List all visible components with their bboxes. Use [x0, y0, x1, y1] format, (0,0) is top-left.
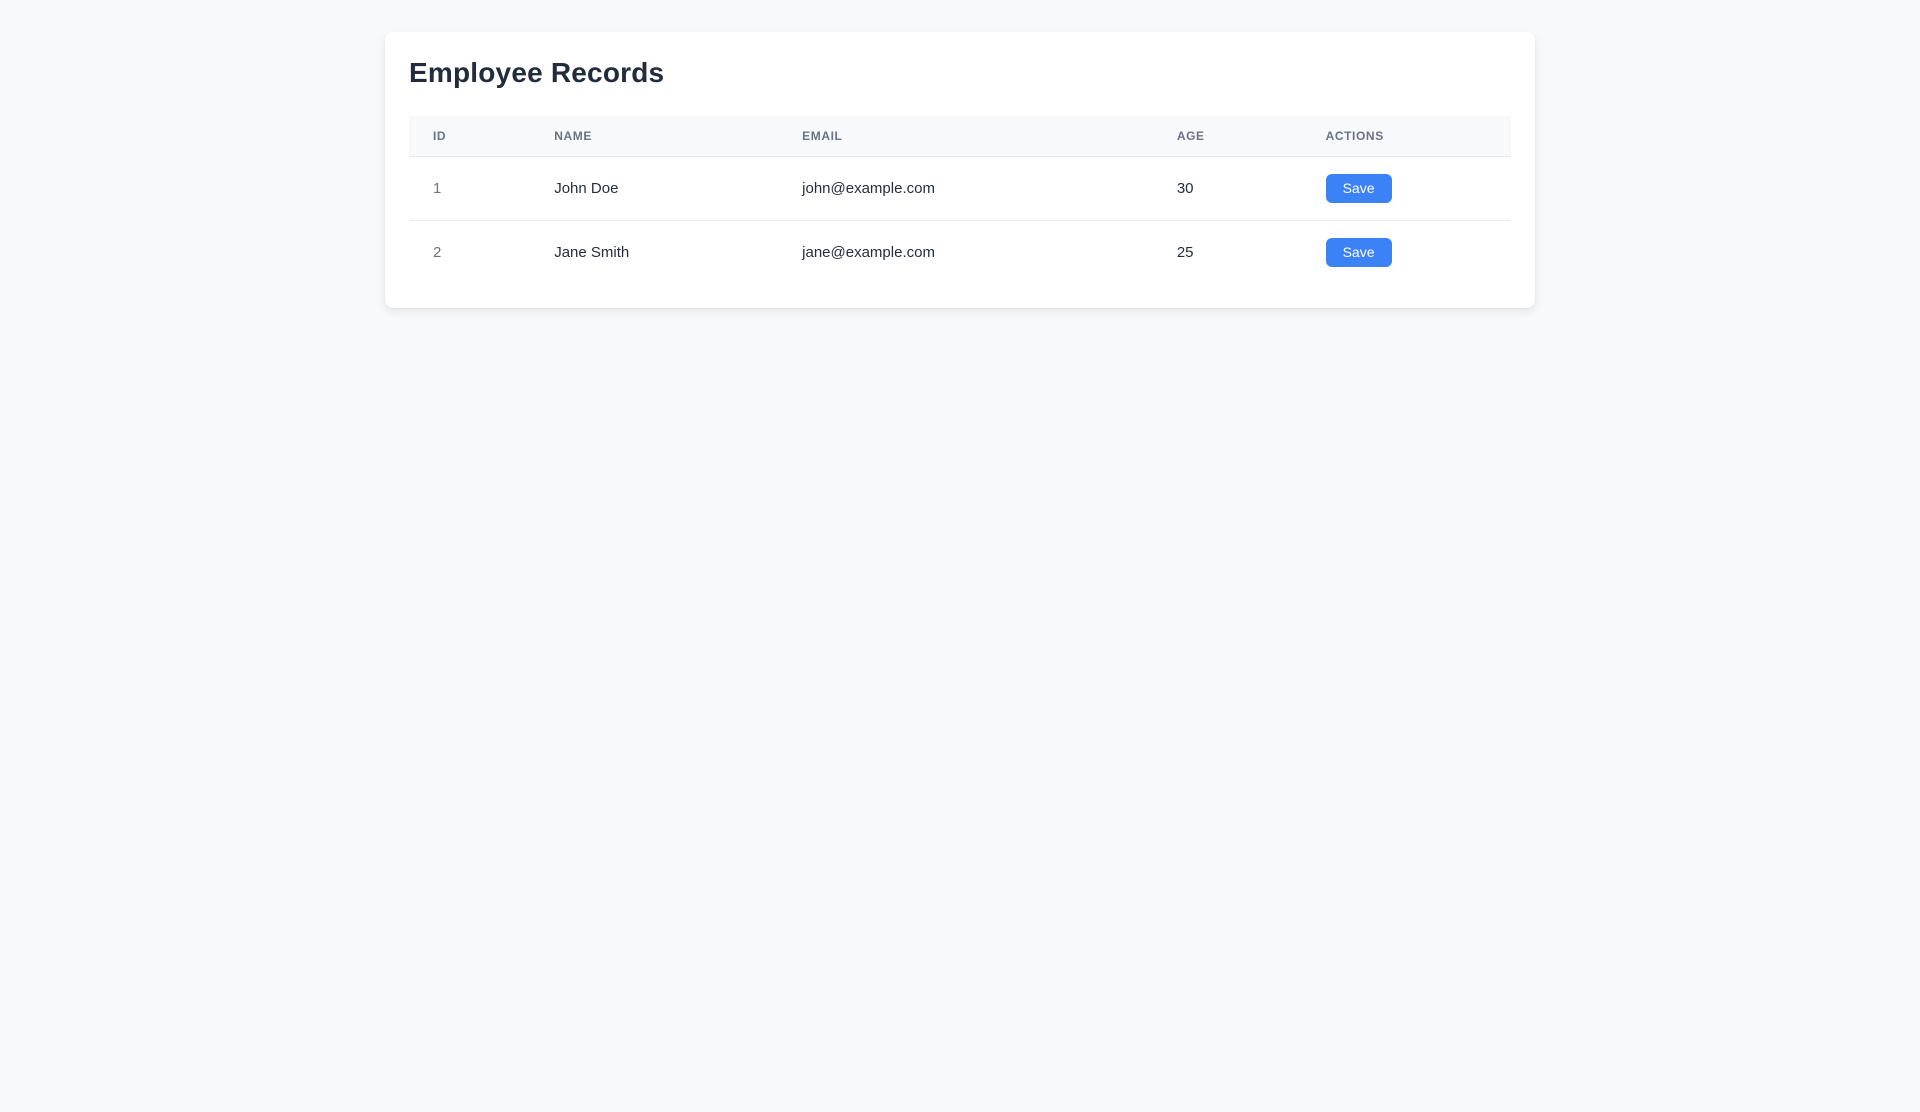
column-header-email: EMAIL: [778, 116, 1153, 157]
cell-age: 30: [1152, 156, 1302, 221]
table-row: 2 Jane Smith jane@example.com 25 Save: [409, 221, 1511, 285]
page-title: Employee Records: [409, 57, 665, 88]
table-header: ID NAME EMAIL AGE ACTIONS: [409, 116, 1511, 157]
cell-actions: Save: [1301, 156, 1511, 221]
cell-actions: Save: [1302, 221, 1511, 285]
table-row: 1 John Doe john@example.com 30 Save: [409, 156, 1511, 221]
cell-email: jane@example.com: [802, 243, 935, 261]
table-body: 1 John Doe john@example.com 30 Save 2 Ja…: [409, 156, 1511, 285]
cell-id: 1: [409, 156, 531, 221]
cell-name: Jane Smith: [554, 243, 630, 261]
column-header-age: AGE: [1152, 116, 1302, 157]
cell-name: John Doe: [530, 156, 779, 221]
save-button-row-1[interactable]: Save: [1325, 174, 1392, 203]
save-button-row-2[interactable]: Save: [1325, 238, 1392, 267]
cell-age: 25: [1176, 243, 1194, 261]
cell-id: 2: [433, 243, 442, 261]
column-header-actions: ACTIONS: [1301, 116, 1511, 157]
header-row: ID NAME EMAIL AGE ACTIONS: [409, 116, 1511, 157]
cell-email: john@example.com: [778, 156, 1153, 221]
employee-records-card: Employee Records ID NAME EMAIL AGE ACTIO…: [385, 32, 1535, 308]
employee-table: ID NAME EMAIL AGE ACTIONS 1 John Doe joh…: [409, 116, 1511, 284]
column-header-id: ID: [409, 116, 531, 157]
column-header-name: NAME: [530, 116, 779, 157]
